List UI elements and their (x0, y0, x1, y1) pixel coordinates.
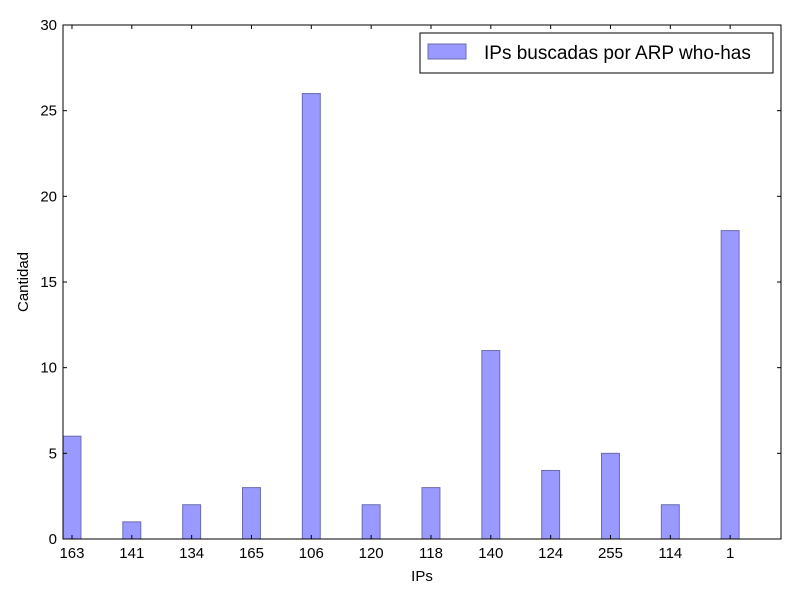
bar-124 (541, 469, 561, 540)
y-tick-label: 25 (40, 103, 57, 120)
bar-134 (182, 504, 202, 540)
x-tick-label: 140 (478, 545, 503, 562)
bar-163 (62, 435, 82, 540)
bar-120 (361, 504, 381, 540)
x-tick-label: 165 (239, 545, 264, 562)
x-tick-label: 255 (598, 545, 623, 562)
x-tick-label: 141 (119, 545, 144, 562)
bar-106 (301, 93, 321, 540)
y-tick-label: 10 (40, 360, 57, 377)
x-tick-label: 124 (538, 545, 563, 562)
x-axis-label: IPs (411, 568, 433, 585)
legend-label: IPs buscadas por ARP who-has (484, 43, 751, 64)
x-tick-label: 163 (59, 545, 84, 562)
bar-165 (242, 487, 261, 540)
legend: IPs buscadas por ARP who-has (419, 32, 774, 74)
bar-140 (481, 350, 501, 540)
y-axis-label: Cantidad (15, 252, 32, 312)
bar-1 (720, 230, 740, 540)
y-tick-label: 0 (49, 531, 57, 548)
x-tick-label: 118 (419, 545, 443, 562)
bar-114 (660, 504, 680, 540)
legend-box (419, 32, 774, 74)
y-tick-label: 30 (40, 17, 57, 34)
bar-118 (421, 487, 441, 540)
bar-255 (601, 452, 620, 540)
x-tick-label: 134 (179, 545, 204, 562)
legend-swatch (427, 43, 467, 60)
ticks-layer: 163 141 134 165 106 120 118 140 124 255 114 1051015… (40, 17, 781, 562)
y-tick-label: 15 (40, 274, 57, 291)
y-tick-label: 5 (49, 445, 57, 462)
plot-frame (62, 24, 782, 540)
x-tick-label: 114 (658, 545, 682, 562)
x-tick-label: 106 (299, 545, 324, 562)
bars-layer (62, 93, 740, 540)
y-tick-label: 20 (40, 188, 57, 205)
x-tick-label: 120 (359, 545, 384, 562)
x-tick-label: 1 (726, 545, 734, 562)
